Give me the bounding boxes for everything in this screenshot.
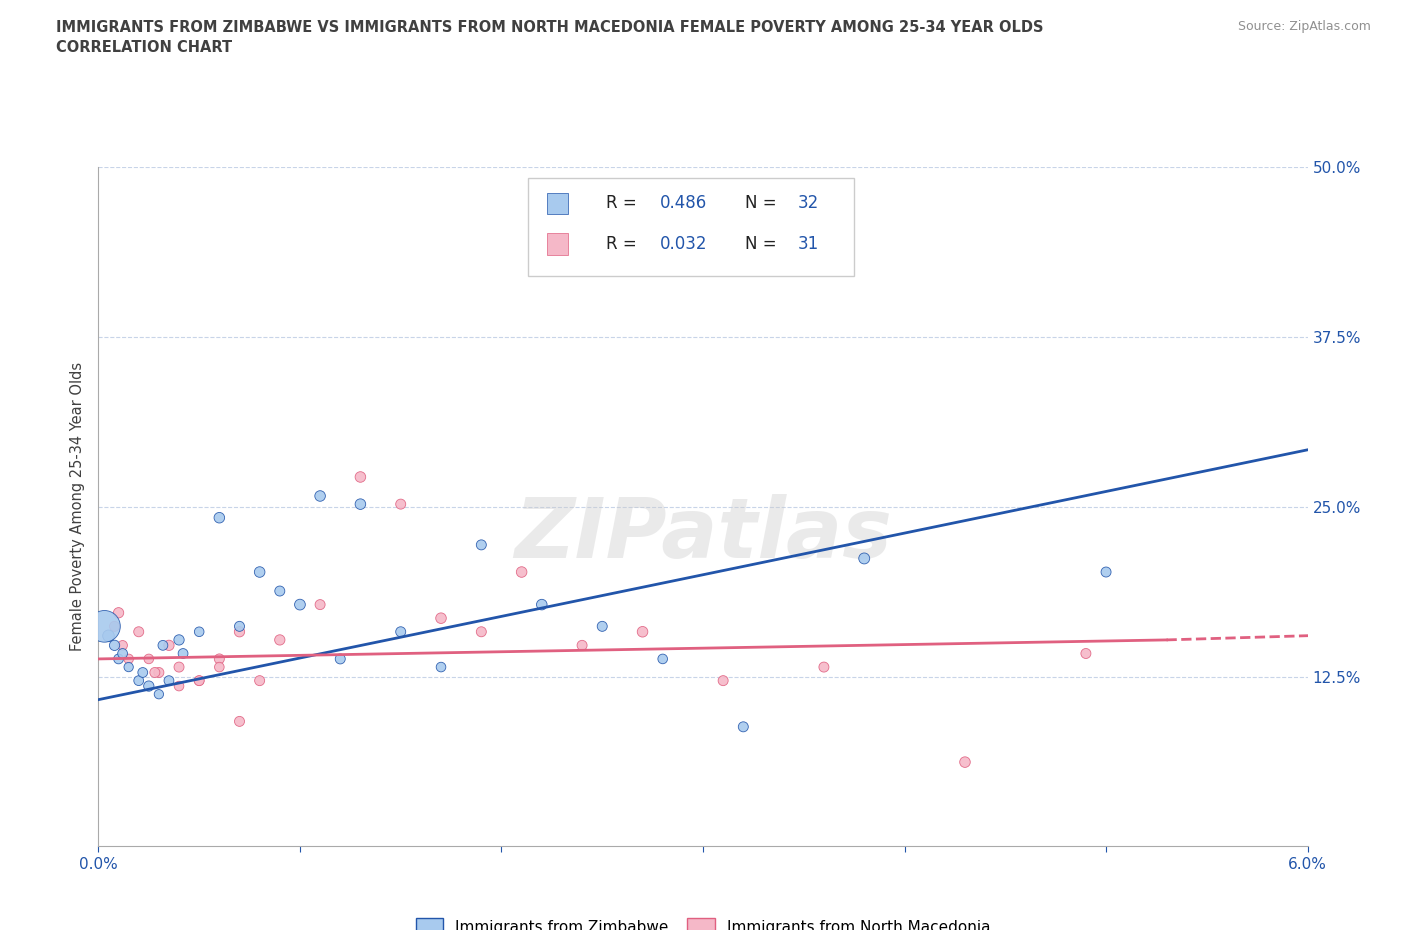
Text: ZIPatlas: ZIPatlas: [515, 494, 891, 575]
FancyBboxPatch shape: [527, 178, 855, 276]
Point: [143, 665, 166, 680]
Point: [157, 638, 180, 653]
Point: [103, 618, 125, 633]
Point: [249, 565, 271, 579]
Text: R =: R =: [606, 235, 643, 253]
Point: [309, 488, 332, 503]
Point: [269, 632, 291, 647]
FancyBboxPatch shape: [547, 193, 568, 214]
Text: N =: N =: [745, 235, 782, 253]
Y-axis label: Female Poverty Among 25-34 Year Olds: Female Poverty Among 25-34 Year Olds: [70, 363, 86, 651]
Point: [111, 646, 134, 661]
Point: [813, 659, 835, 674]
FancyBboxPatch shape: [547, 233, 568, 255]
Point: [167, 632, 190, 647]
Point: [470, 624, 492, 639]
Point: [470, 538, 492, 552]
Text: 0.486: 0.486: [659, 194, 707, 212]
Point: [389, 497, 412, 512]
Text: R =: R =: [606, 194, 643, 212]
Point: [349, 497, 371, 512]
Point: [1074, 646, 1097, 661]
Point: [208, 652, 231, 667]
Text: CORRELATION CHART: CORRELATION CHART: [56, 40, 232, 55]
Point: [349, 470, 371, 485]
Point: [269, 584, 291, 599]
Point: [128, 673, 150, 688]
Point: [107, 605, 129, 620]
Point: [571, 638, 593, 653]
Text: IMMIGRANTS FROM ZIMBABWE VS IMMIGRANTS FROM NORTH MACEDONIA FEMALE POVERTY AMONG: IMMIGRANTS FROM ZIMBABWE VS IMMIGRANTS F…: [56, 20, 1043, 35]
Point: [430, 659, 453, 674]
Text: 31: 31: [797, 235, 818, 253]
Point: [208, 511, 231, 525]
Point: [651, 652, 673, 667]
Point: [329, 652, 352, 667]
Point: [228, 714, 250, 729]
Text: 0.032: 0.032: [659, 235, 707, 253]
Point: [208, 659, 231, 674]
Point: [118, 659, 141, 674]
Point: [152, 638, 174, 653]
Point: [430, 611, 453, 626]
Point: [188, 673, 211, 688]
Point: [93, 618, 115, 633]
Point: [172, 646, 194, 661]
Point: [138, 679, 160, 694]
Point: [953, 754, 976, 769]
Text: 32: 32: [797, 194, 818, 212]
Point: [128, 624, 150, 639]
Point: [138, 652, 160, 667]
Point: [167, 659, 190, 674]
Point: [132, 665, 155, 680]
Point: [107, 652, 129, 667]
Point: [288, 597, 311, 612]
Point: [711, 673, 734, 688]
Point: [1095, 565, 1118, 579]
Point: [853, 551, 876, 565]
Point: [188, 624, 211, 639]
Point: [631, 624, 654, 639]
Point: [228, 618, 250, 633]
Point: [111, 638, 134, 653]
Point: [157, 673, 180, 688]
Point: [118, 652, 141, 667]
Point: [167, 679, 190, 694]
Point: [148, 665, 170, 680]
Point: [389, 624, 412, 639]
Point: [510, 565, 533, 579]
Point: [591, 618, 613, 633]
Point: [733, 720, 755, 735]
Point: [309, 597, 332, 612]
Point: [249, 673, 271, 688]
Point: [97, 629, 120, 644]
Point: [148, 686, 170, 701]
Text: N =: N =: [745, 194, 782, 212]
Point: [530, 597, 553, 612]
Legend: Immigrants from Zimbabwe, Immigrants from North Macedonia: Immigrants from Zimbabwe, Immigrants fro…: [409, 911, 997, 930]
Point: [103, 638, 125, 653]
Point: [188, 673, 211, 688]
Text: Source: ZipAtlas.com: Source: ZipAtlas.com: [1237, 20, 1371, 33]
Point: [228, 624, 250, 639]
